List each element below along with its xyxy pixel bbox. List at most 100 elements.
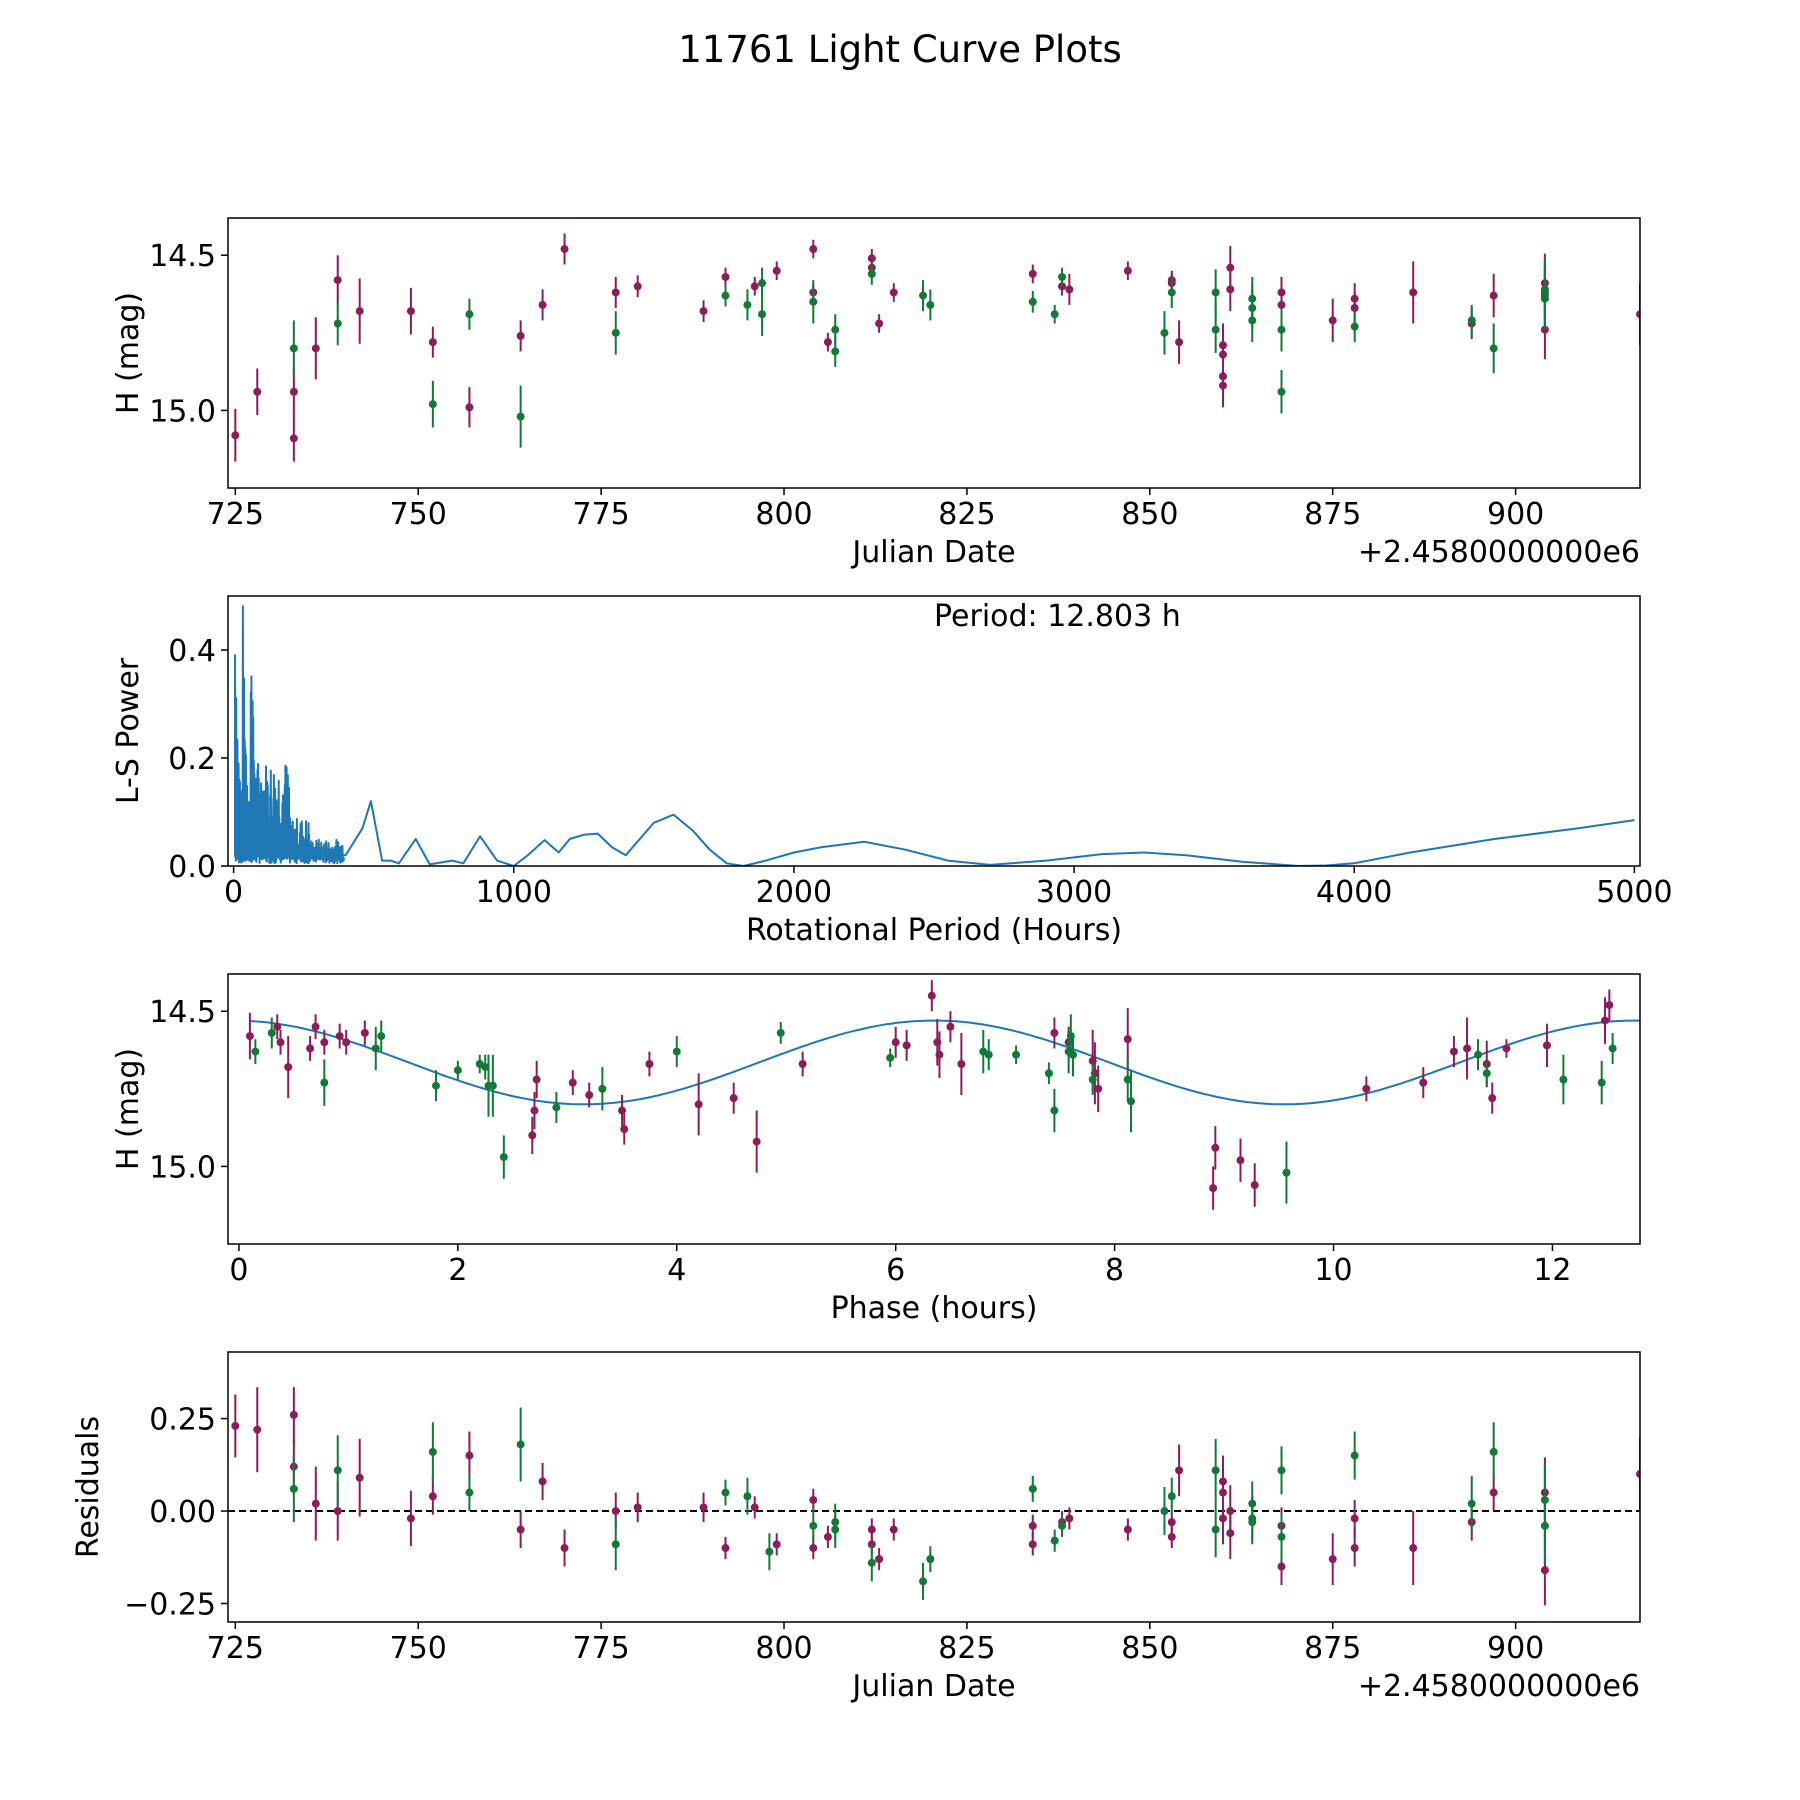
data-point [1123, 266, 1132, 275]
data-point [431, 1081, 440, 1090]
figure-title: 11761 Light Curve Plots [678, 28, 1122, 71]
data-point [311, 1499, 320, 1508]
data-point [809, 1495, 818, 1504]
data-point [1559, 1075, 1568, 1084]
data-point [1467, 316, 1476, 325]
x-offset-label: +2.4580000000e6 [1358, 1669, 1640, 1704]
data-point [752, 1137, 761, 1146]
data-point [1350, 1514, 1359, 1523]
data-point [231, 431, 240, 440]
data-point [333, 1466, 342, 1475]
data-point [946, 1022, 955, 1031]
data-point [276, 1038, 285, 1047]
panel-phased: 0 2 4 6 8 10 12 15.0 14.5 Phase (hours) H (mag) [111, 973, 1641, 1326]
data-point [1482, 1069, 1491, 1078]
y-axis-label: L-S Power [111, 657, 146, 804]
data-point [333, 319, 342, 328]
x-tick-label: 4000 [1316, 875, 1392, 910]
data-point [481, 1063, 490, 1072]
data-point [611, 288, 620, 297]
data-point [284, 1063, 293, 1072]
data-point [750, 1503, 759, 1512]
data-point [867, 269, 876, 278]
data-point [875, 319, 884, 328]
y-tick-label: 15.0 [149, 1150, 216, 1185]
data-point [867, 1525, 876, 1534]
data-point [1058, 272, 1067, 281]
data-point [721, 291, 730, 300]
data-point [1409, 288, 1418, 297]
data-point [428, 338, 437, 347]
x-tick-label: 775 [572, 497, 629, 532]
data-point [1012, 1050, 1021, 1059]
data-point [289, 344, 298, 353]
data-point [552, 1103, 561, 1112]
data-point [289, 1410, 298, 1419]
data-point [926, 1555, 935, 1564]
data-point [1474, 1050, 1483, 1059]
period-annotation: Period: 12.803 h [934, 599, 1181, 634]
plot-area [231, 233, 1640, 462]
data-point [1226, 1529, 1235, 1538]
data-point [465, 403, 474, 412]
y-axis-label: H (mag) [111, 1048, 146, 1170]
data-point [1167, 1532, 1176, 1541]
data-point [729, 1094, 738, 1103]
data-point [758, 310, 767, 319]
y-tick-label: 0.25 [149, 1403, 216, 1438]
x-tick-label: 875 [1304, 497, 1361, 532]
data-point [598, 1084, 607, 1093]
data-point [1218, 1514, 1227, 1523]
data-point [765, 1547, 774, 1556]
data-point [1123, 1525, 1132, 1534]
data-point [1167, 288, 1176, 297]
data-point [1175, 1466, 1184, 1475]
data-point [620, 1125, 629, 1134]
data-point [1488, 1094, 1497, 1103]
data-point [538, 1477, 547, 1486]
x-tick-label: 2 [448, 1253, 467, 1288]
data-point [919, 1577, 928, 1586]
data-point [831, 347, 840, 356]
x-tick-label: 900 [1487, 1631, 1544, 1666]
data-point [633, 282, 642, 291]
x-tick-label: 800 [755, 1631, 812, 1666]
data-point [889, 288, 898, 297]
data-point [1540, 1521, 1549, 1530]
data-point [1211, 288, 1220, 297]
data-point [1605, 1001, 1614, 1010]
x-tick-label: 875 [1304, 1631, 1361, 1666]
data-point [528, 1131, 537, 1140]
data-point [772, 1540, 781, 1549]
data-point [1028, 1484, 1037, 1493]
data-point [1328, 1555, 1337, 1564]
data-point [1350, 322, 1359, 331]
data-point [289, 387, 298, 396]
data-point [377, 1032, 386, 1041]
data-point [516, 1525, 525, 1534]
data-point [645, 1060, 654, 1068]
data-point [1167, 1492, 1176, 1501]
data-point [333, 1507, 342, 1516]
data-point [253, 1425, 262, 1434]
data-point [585, 1091, 594, 1100]
data-point [560, 245, 569, 254]
data-point [1160, 1507, 1169, 1516]
data-point [1463, 1044, 1472, 1053]
data-point [289, 434, 298, 443]
data-point [488, 1081, 497, 1090]
data-point [1218, 341, 1227, 350]
data-point [355, 307, 364, 316]
data-point [428, 400, 437, 409]
data-point [831, 1525, 840, 1534]
data-point [1065, 1514, 1074, 1523]
y-tick-label: 0.0 [168, 850, 216, 885]
x-axis-label: Julian Date [850, 535, 1015, 570]
data-point [251, 1047, 260, 1056]
y-tick-label: 14.5 [149, 239, 216, 274]
data-point [342, 1038, 351, 1047]
data-point [1248, 1518, 1257, 1527]
data-point [499, 1153, 508, 1162]
data-point [1489, 1447, 1498, 1456]
